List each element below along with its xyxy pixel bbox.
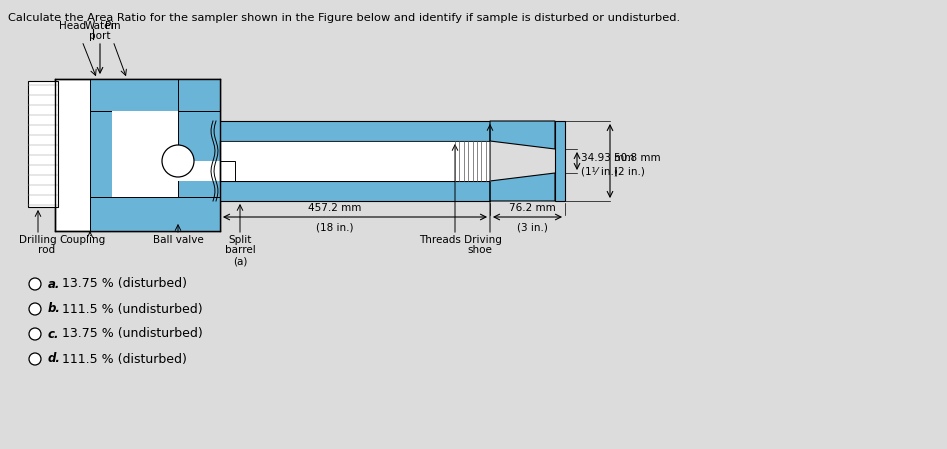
Bar [555,121,565,201]
Text: barrel: barrel [224,245,256,255]
Text: Water: Water [84,21,116,31]
Bar [90,79,220,111]
Text: Head: Head [60,21,86,31]
Text: c.: c. [48,327,60,340]
Bar [112,111,178,197]
Bar [90,111,112,197]
Bar [178,161,220,181]
Text: Calculate the Area Ratio for the sampler shown in the Figure below and identify : Calculate the Area Ratio for the sampler… [8,13,680,23]
Bar [90,197,220,231]
Text: b.: b. [48,303,61,316]
Text: Coupling: Coupling [59,235,105,245]
Circle shape [29,328,41,340]
Text: 111.5 % (undisturbed): 111.5 % (undisturbed) [62,303,203,316]
Bar [55,79,220,231]
Bar [220,141,490,181]
Text: rod: rod [38,245,55,255]
Text: a.: a. [48,277,61,291]
Bar [220,161,235,181]
Circle shape [29,353,41,365]
Text: (2 in.): (2 in.) [614,167,645,177]
Text: port: port [89,31,111,41]
Text: Drilling: Drilling [19,235,57,245]
Bar [178,111,220,197]
Bar [220,121,490,141]
Text: (a): (a) [233,257,247,267]
Text: Pin: Pin [105,21,121,31]
Text: (18 in.): (18 in.) [316,223,354,233]
Text: 457.2 mm: 457.2 mm [309,203,362,213]
Text: (1⅟ in.): (1⅟ in.) [581,167,617,177]
Text: 76.2 mm: 76.2 mm [509,203,556,213]
Text: Split: Split [228,235,252,245]
Bar [28,81,58,207]
Text: 13.75 % (disturbed): 13.75 % (disturbed) [62,277,187,291]
Circle shape [29,303,41,315]
Text: 50.8 mm: 50.8 mm [614,153,661,163]
Text: (3 in.): (3 in.) [517,223,548,233]
Text: shoe: shoe [468,245,492,255]
Text: d.: d. [48,352,61,365]
Polygon shape [490,121,555,149]
Text: 111.5 % (disturbed): 111.5 % (disturbed) [62,352,187,365]
Text: Threads Driving: Threads Driving [419,235,502,245]
Text: Ball valve: Ball valve [152,235,204,245]
Polygon shape [490,173,555,201]
Circle shape [29,278,41,290]
Bar [220,181,490,201]
Text: 13.75 % (undisturbed): 13.75 % (undisturbed) [62,327,203,340]
Bar [178,79,220,111]
Text: 34.93 mm: 34.93 mm [581,153,634,163]
Circle shape [162,145,194,177]
